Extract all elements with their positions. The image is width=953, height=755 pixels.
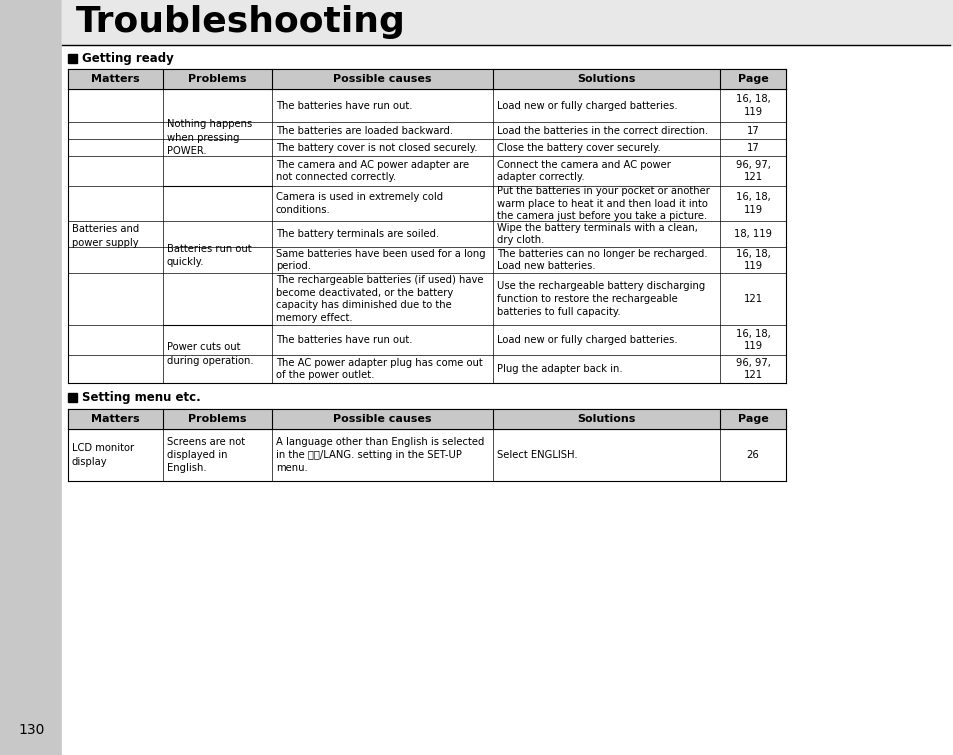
Text: Close the battery cover securely.: Close the battery cover securely. — [497, 143, 660, 153]
Text: Load the batteries in the correct direction.: Load the batteries in the correct direct… — [497, 125, 707, 136]
Text: Put the batteries in your pocket or another
warm place to heat it and then load : Put the batteries in your pocket or anot… — [497, 186, 709, 221]
Text: The batteries can no longer be recharged.
Load new batteries.: The batteries can no longer be recharged… — [497, 248, 707, 272]
Text: The camera and AC power adapter are
not connected correctly.: The camera and AC power adapter are not … — [275, 159, 469, 183]
Text: 18, 119: 18, 119 — [733, 229, 771, 239]
Text: 130: 130 — [19, 723, 45, 737]
Text: 16, 18,
119: 16, 18, 119 — [735, 248, 770, 272]
Text: Screens are not
displayed in
English.: Screens are not displayed in English. — [167, 437, 245, 473]
Text: Solutions: Solutions — [577, 74, 635, 84]
Text: Page: Page — [737, 74, 767, 84]
Text: 17: 17 — [746, 143, 759, 153]
Text: Setting menu etc.: Setting menu etc. — [82, 390, 200, 403]
Text: The rechargeable batteries (if used) have
become deactivated, or the battery
cap: The rechargeable batteries (if used) hav… — [275, 275, 483, 323]
Bar — [62, 0, 953, 45]
Text: LCD monitor
display: LCD monitor display — [71, 443, 134, 467]
Text: Wipe the battery terminals with a clean,
dry cloth.: Wipe the battery terminals with a clean,… — [497, 223, 698, 245]
Text: Load new or fully charged batteries.: Load new or fully charged batteries. — [497, 100, 677, 110]
Text: 96, 97,
121: 96, 97, 121 — [735, 159, 770, 183]
Text: Same batteries have been used for a long
period.: Same batteries have been used for a long… — [275, 248, 485, 272]
Text: Matters: Matters — [91, 414, 140, 424]
Text: Connect the camera and AC power
adapter correctly.: Connect the camera and AC power adapter … — [497, 159, 670, 183]
Text: Power cuts out
during operation.: Power cuts out during operation. — [167, 343, 253, 365]
Text: Load new or fully charged batteries.: Load new or fully charged batteries. — [497, 335, 677, 345]
Bar — [68, 54, 77, 63]
Text: Use the rechargeable battery discharging
function to restore the rechargeable
ba: Use the rechargeable battery discharging… — [497, 281, 704, 317]
Text: The batteries have run out.: The batteries have run out. — [275, 335, 412, 345]
Text: The AC power adapter plug has come out
of the power outlet.: The AC power adapter plug has come out o… — [275, 358, 482, 381]
Text: Getting ready: Getting ready — [82, 51, 173, 65]
Text: Nothing happens
when pressing
POWER.: Nothing happens when pressing POWER. — [167, 119, 252, 156]
Text: 16, 18,
119: 16, 18, 119 — [735, 192, 770, 215]
Text: Plug the adapter back in.: Plug the adapter back in. — [497, 364, 622, 374]
Text: Matters: Matters — [91, 74, 140, 84]
Text: Troubleshooting: Troubleshooting — [76, 5, 405, 39]
Text: Select ENGLISH.: Select ENGLISH. — [497, 450, 577, 460]
Text: The batteries are loaded backward.: The batteries are loaded backward. — [275, 125, 453, 136]
Bar — [68, 393, 77, 402]
Text: The battery terminals are soiled.: The battery terminals are soiled. — [275, 229, 438, 239]
Text: Solutions: Solutions — [577, 414, 635, 424]
Bar — [68, 409, 785, 429]
Text: 121: 121 — [742, 294, 761, 304]
Text: Problems: Problems — [188, 74, 247, 84]
Text: 96, 97,
121: 96, 97, 121 — [735, 358, 770, 381]
Text: 26: 26 — [746, 450, 759, 460]
Text: Problems: Problems — [188, 414, 247, 424]
Text: Batteries and
power supply: Batteries and power supply — [71, 224, 139, 248]
Text: Possible causes: Possible causes — [333, 414, 432, 424]
Text: 16, 18,
119: 16, 18, 119 — [735, 94, 770, 117]
Text: A language other than English is selected
in the 言語/LANG. setting in the SET-UP
: A language other than English is selecte… — [275, 437, 484, 473]
Text: Page: Page — [737, 414, 767, 424]
Text: Batteries run out
quickly.: Batteries run out quickly. — [167, 244, 252, 267]
Bar — [68, 69, 785, 89]
Text: The battery cover is not closed securely.: The battery cover is not closed securely… — [275, 143, 477, 153]
Text: 17: 17 — [746, 125, 759, 136]
Text: 16, 18,
119: 16, 18, 119 — [735, 328, 770, 351]
Text: The batteries have run out.: The batteries have run out. — [275, 100, 412, 110]
Text: Possible causes: Possible causes — [333, 74, 432, 84]
Text: Camera is used in extremely cold
conditions.: Camera is used in extremely cold conditi… — [275, 192, 442, 215]
